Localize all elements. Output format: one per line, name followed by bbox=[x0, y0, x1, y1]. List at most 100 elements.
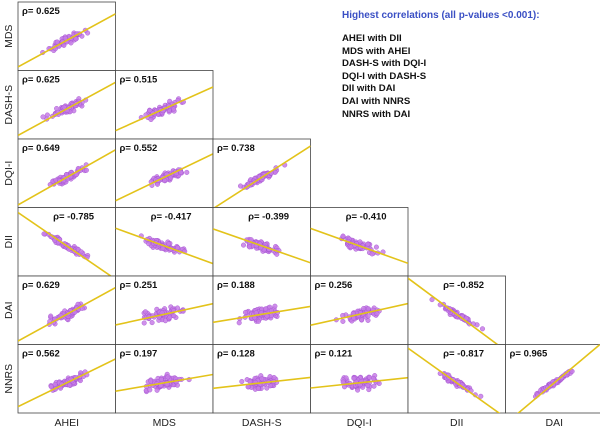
rho-label: ρ= 0.625 bbox=[22, 6, 61, 17]
rho-label: ρ= 0.251 bbox=[120, 280, 159, 291]
data-point bbox=[168, 175, 174, 181]
column-label: DAI bbox=[545, 417, 563, 429]
data-point bbox=[67, 382, 73, 388]
regression-line bbox=[115, 86, 213, 132]
data-point bbox=[68, 40, 74, 46]
panel-dai-vs-dash-s: ρ= 0.188 bbox=[212, 275, 311, 345]
data-point bbox=[246, 244, 252, 250]
data-point bbox=[264, 385, 270, 391]
panel-nnrs-vs-dai: ρ= 0.965 bbox=[505, 344, 600, 414]
data-point bbox=[149, 320, 155, 326]
panel-nnrs-vs-ahei: ρ= 0.562 bbox=[17, 344, 116, 414]
regression-line bbox=[115, 153, 213, 202]
data-point bbox=[366, 387, 372, 393]
correlation-note-list: AHEI with DII MDS with AHEI DASH-S with DQ… bbox=[342, 33, 592, 121]
panel-points bbox=[115, 153, 213, 202]
data-point bbox=[374, 311, 380, 317]
data-point bbox=[240, 242, 246, 248]
data-point bbox=[54, 39, 60, 45]
column-label: MDS bbox=[153, 417, 176, 429]
data-point bbox=[351, 375, 357, 381]
column-label: DQI-I bbox=[347, 417, 372, 429]
data-point bbox=[359, 317, 365, 323]
panel-points bbox=[18, 358, 116, 408]
data-point bbox=[78, 249, 84, 255]
data-point bbox=[365, 241, 371, 247]
data-point bbox=[340, 318, 346, 324]
data-point bbox=[148, 378, 154, 384]
panel-points bbox=[408, 347, 501, 413]
panel-points bbox=[115, 227, 213, 265]
rho-label: ρ= 0.128 bbox=[217, 349, 255, 360]
panel-dii-vs-mds: ρ= -0.417 bbox=[115, 207, 214, 277]
panel-points bbox=[310, 302, 408, 326]
panel-dai-vs-dqi-i: ρ= 0.256 bbox=[310, 275, 409, 345]
rho-label: ρ= -0.410 bbox=[346, 212, 387, 223]
data-point bbox=[267, 374, 273, 380]
data-point bbox=[162, 318, 168, 324]
rho-label: ρ= -0.817 bbox=[443, 349, 484, 360]
regression-line bbox=[408, 277, 499, 345]
data-point bbox=[165, 374, 171, 380]
rho-label: ρ= 0.188 bbox=[217, 280, 255, 291]
data-point bbox=[141, 320, 147, 326]
data-point bbox=[239, 379, 245, 385]
correlation-note-item: MDS with AHEI bbox=[342, 45, 411, 57]
regression-line bbox=[115, 302, 213, 326]
data-point bbox=[373, 244, 379, 250]
panel-border bbox=[115, 207, 214, 277]
data-point bbox=[355, 387, 361, 393]
panel-points bbox=[18, 81, 116, 137]
rho-label: ρ= 0.121 bbox=[315, 349, 354, 360]
panel-dash-s-vs-mds: ρ= 0.515 bbox=[115, 70, 214, 140]
panel-nnrs-vs-dii: ρ= -0.817 bbox=[407, 344, 506, 414]
rho-label: ρ= 0.552 bbox=[120, 143, 158, 154]
rho-label: ρ= 0.562 bbox=[22, 349, 60, 360]
rho-label: ρ= 0.197 bbox=[120, 349, 158, 360]
correlation-note-title: Highest correlations (all p-values <0.00… bbox=[342, 10, 540, 21]
panel-points bbox=[310, 227, 408, 265]
data-point bbox=[142, 309, 148, 315]
row-label: NNRS bbox=[3, 364, 15, 394]
rho-label: ρ= 0.625 bbox=[22, 75, 61, 86]
data-point bbox=[369, 251, 375, 257]
panel-dai-vs-dii: ρ= -0.852 bbox=[407, 275, 506, 345]
panel-points bbox=[213, 303, 311, 326]
data-point bbox=[361, 306, 367, 312]
panel-dai-vs-ahei: ρ= 0.629 bbox=[17, 275, 116, 345]
rho-label: ρ= 0.515 bbox=[120, 75, 159, 86]
rho-label: ρ= -0.852 bbox=[443, 280, 484, 291]
panel-points bbox=[213, 228, 311, 264]
data-point bbox=[174, 244, 180, 250]
data-point bbox=[146, 241, 152, 247]
regression-line bbox=[18, 358, 116, 408]
panel-points bbox=[408, 277, 499, 345]
data-point bbox=[376, 381, 382, 387]
panel-dqi-i-vs-mds: ρ= 0.552 bbox=[115, 138, 214, 208]
data-point bbox=[255, 385, 261, 391]
data-point bbox=[268, 313, 274, 319]
regression-line bbox=[213, 376, 311, 390]
regression-line bbox=[213, 145, 311, 208]
rho-label: ρ= 0.649 bbox=[22, 143, 60, 154]
rho-label: ρ= 0.629 bbox=[22, 280, 60, 291]
panel-points bbox=[18, 286, 116, 342]
regression-line bbox=[213, 228, 311, 264]
rho-label: ρ= 0.256 bbox=[315, 280, 353, 291]
data-point bbox=[242, 309, 248, 315]
panel-points bbox=[18, 149, 116, 206]
data-point bbox=[154, 387, 160, 393]
panel-dii-vs-dash-s: ρ= -0.399 bbox=[212, 207, 311, 277]
panel-group: ρ= 0.625 ρ= 0.625 ρ= 0.515 ρ= 0.649 ρ= 0.552… bbox=[17, 1, 600, 414]
data-point bbox=[52, 381, 58, 387]
correlation-note-item: NNRS with DAI bbox=[342, 108, 411, 120]
panel-points bbox=[18, 211, 113, 276]
data-point bbox=[166, 241, 172, 247]
correlation-note-item: DAI with NNRS bbox=[342, 95, 411, 107]
data-point bbox=[174, 305, 180, 311]
regression-line bbox=[408, 347, 501, 413]
data-point bbox=[256, 318, 262, 324]
data-point bbox=[272, 303, 278, 309]
regression-line bbox=[310, 302, 408, 326]
